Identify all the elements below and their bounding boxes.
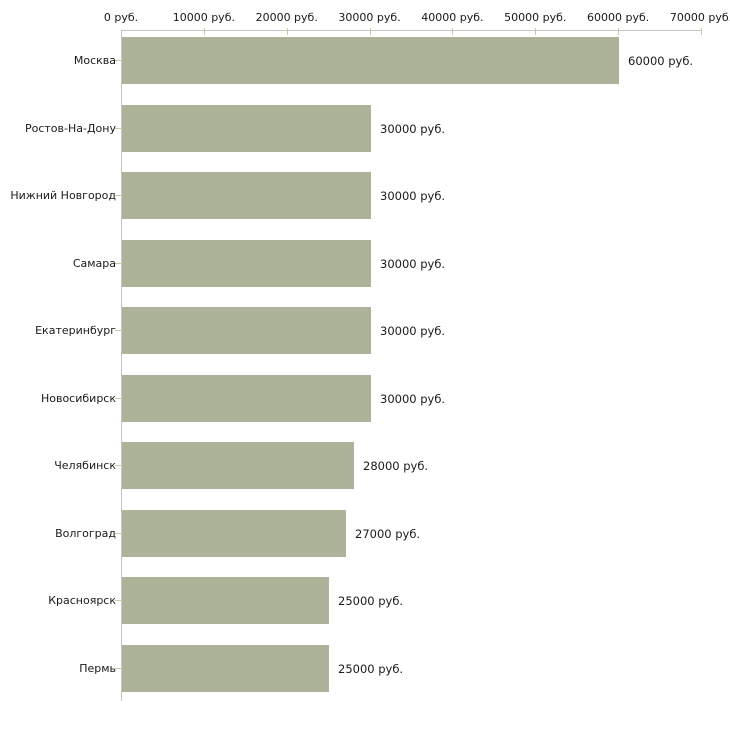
category-tick-mark <box>115 263 121 264</box>
bar <box>122 307 371 354</box>
bar <box>122 645 329 692</box>
value-label: 30000 руб. <box>380 323 446 338</box>
x-axis-tick-label: 0 руб. <box>103 11 139 24</box>
category-tick-mark <box>115 330 121 331</box>
category-tick-mark <box>115 60 121 61</box>
value-label: 25000 руб. <box>338 593 404 608</box>
x-axis-tick-mark <box>452 28 454 35</box>
category-tick-mark <box>115 195 121 196</box>
x-axis-tick-label: 30000 руб. <box>338 11 401 24</box>
category-label: Челябинск <box>54 459 116 472</box>
value-label: 27000 руб. <box>355 526 421 541</box>
category-tick-mark <box>115 533 121 534</box>
category-label: Екатеринбург <box>35 324 116 337</box>
value-label: 30000 руб. <box>380 256 446 271</box>
bar <box>122 442 354 489</box>
bar <box>122 105 371 152</box>
x-axis-tick-label: 10000 руб. <box>172 11 235 24</box>
category-label: Самара <box>72 257 116 270</box>
x-axis-tick-label: 40000 руб. <box>421 11 484 24</box>
value-label: 30000 руб. <box>380 391 446 406</box>
category-label: Красноярск <box>48 594 116 607</box>
y-axis-line <box>121 30 122 701</box>
x-axis-tick-label: 70000 руб. <box>669 11 730 24</box>
value-label: 25000 руб. <box>338 661 404 676</box>
value-label: 60000 руб. <box>628 53 694 68</box>
bar <box>122 375 371 422</box>
category-label: Москва <box>73 54 116 67</box>
category-label: Новосибирск <box>40 392 116 405</box>
x-axis-tick-label: 60000 руб. <box>587 11 650 24</box>
value-label: 28000 руб. <box>363 458 429 473</box>
category-label: Пермь <box>79 662 116 675</box>
category-tick-mark <box>115 128 121 129</box>
category-tick-mark <box>115 465 121 466</box>
x-axis-tick-mark <box>701 28 702 35</box>
bar <box>122 240 371 287</box>
bar <box>122 37 619 84</box>
category-label: Нижний Новгород <box>10 189 116 202</box>
category-tick-mark <box>115 398 121 399</box>
x-axis-line <box>121 30 702 31</box>
x-axis-tick-mark <box>618 28 620 35</box>
bar <box>122 172 371 219</box>
x-axis-tick-mark <box>286 28 288 35</box>
bar <box>122 510 346 557</box>
category-tick-mark <box>115 668 121 669</box>
value-label: 30000 руб. <box>380 188 446 203</box>
x-axis-tick-label: 20000 руб. <box>255 11 318 24</box>
value-label: 30000 руб. <box>380 121 446 136</box>
x-axis-tick-label: 50000 руб. <box>504 11 567 24</box>
x-axis-tick-mark <box>535 28 537 35</box>
category-label: Ростов-На-Дону <box>24 122 116 135</box>
bar <box>122 577 329 624</box>
x-axis-tick-mark <box>369 28 371 35</box>
category-tick-mark <box>115 600 121 601</box>
x-axis-tick-mark <box>203 28 205 35</box>
category-label: Волгоград <box>55 527 116 540</box>
